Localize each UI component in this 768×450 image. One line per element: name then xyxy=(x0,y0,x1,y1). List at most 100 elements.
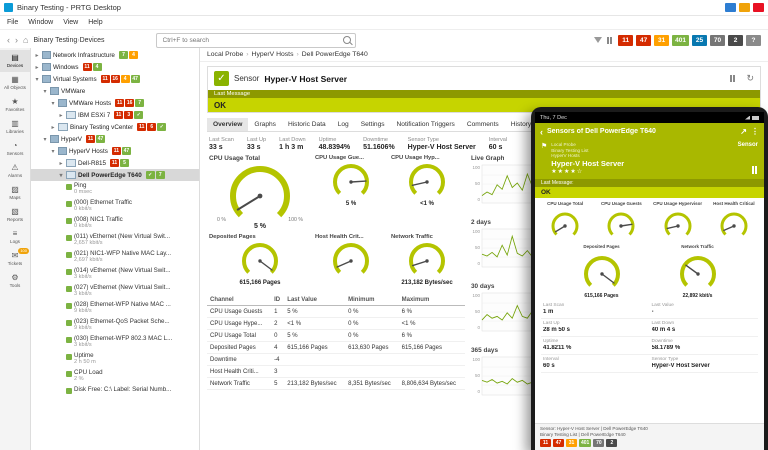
main-crumb-dell-poweredge-t640[interactable]: Dell PowerEdge T640 xyxy=(301,51,368,58)
phone-status-badge-47[interactable]: 47 xyxy=(553,439,564,447)
toolbar-status-badge-47[interactable]: 47 xyxy=(636,34,652,46)
expander-icon[interactable]: ▸ xyxy=(35,52,39,59)
tree-sensor-023-ethernet-qos-packet-sche[interactable]: (023) Ethernet-QoS Packet Sche... 9 kbit/… xyxy=(31,317,199,334)
tab-log[interactable]: Log xyxy=(337,121,349,128)
expander-icon[interactable]: ▸ xyxy=(59,112,63,119)
main-crumb-local-probe[interactable]: Local Probe xyxy=(207,51,244,58)
sidebar-item-devices[interactable]: ▤ Devices xyxy=(0,50,30,72)
tree-sensor-021-nic1-wfp-native-mac-lay[interactable]: (021) NIC1-WFP Native MAC Lay... 2,697 kb… xyxy=(31,249,199,266)
pause-sensor-button[interactable] xyxy=(729,75,736,82)
tree-device-dell-r815[interactable]: ▸ Dell-R815 11 5 xyxy=(31,157,199,169)
tree-sensor-000-ethernet-traffic[interactable]: (000) Ethernet Traffic 0 kbit/s xyxy=(31,198,199,215)
phone-back-button[interactable]: ‹ xyxy=(540,126,543,137)
tab-graphs[interactable]: Graphs xyxy=(254,121,276,128)
forward-button[interactable]: › xyxy=(15,35,18,45)
sidebar-item-alarms[interactable]: ⚠ Alarms xyxy=(0,160,30,182)
tab-comments[interactable]: Comments xyxy=(466,121,499,128)
tree-group-network-infrastructure[interactable]: ▸ Network Infrastructure 7 4 xyxy=(31,49,199,61)
expander-icon[interactable]: ▾ xyxy=(51,148,55,155)
menu-file[interactable]: File xyxy=(7,19,19,26)
sidebar-item-sensors[interactable]: ◔ Sensors xyxy=(0,138,30,160)
phone-status-badge-401[interactable]: 401 xyxy=(579,439,592,447)
menu-view[interactable]: View xyxy=(63,19,79,26)
back-button[interactable]: ‹ xyxy=(7,35,10,45)
tab-settings[interactable]: Settings xyxy=(360,121,385,128)
tab-notification-triggers[interactable]: Notification Triggers xyxy=(396,121,455,128)
tab-historic-data[interactable]: Historic Data xyxy=(287,121,326,128)
expander-icon[interactable]: ▾ xyxy=(43,136,47,143)
sidebar-item-libraries[interactable]: ▥ Libraries xyxy=(0,116,30,138)
tree-sensor-027-vethernet-new-virtual-swit[interactable]: (027) vEthernet (New Virtual Swit... 3 kb… xyxy=(31,283,199,300)
channel-row-deposited-pages[interactable]: Deposited Pages 4 615,166 Pages 613,630 Pag… xyxy=(207,341,465,354)
tree-group-hyperv[interactable]: ▾ HyperV 11 47 xyxy=(31,133,199,145)
toolbar-status-badge-11[interactable]: 11 xyxy=(618,34,634,46)
sidebar-item-tickets[interactable]: ✉ Tickets 100 xyxy=(0,248,30,270)
sidebar-item-maps[interactable]: ▨ Maps xyxy=(0,182,30,204)
tree-sensor-cpu-load[interactable]: CPU Load 2 % xyxy=(31,368,199,385)
main-crumb-hyperv-hosts[interactable]: HyperV Hosts xyxy=(251,51,294,58)
tree-group-vmware-hosts[interactable]: ▾ VMWare Hosts 11 16 7 xyxy=(31,97,199,109)
tree-sensor-008-nic1-traffic[interactable]: (008) NIC1 Traffic 0 kbit/s xyxy=(31,215,199,232)
tab-history[interactable]: History xyxy=(510,121,532,128)
window-close-button[interactable] xyxy=(753,3,764,12)
phone-status-badge-2[interactable]: 2 xyxy=(606,439,618,447)
toolbar-status-badge-401[interactable]: 401 xyxy=(672,34,689,46)
toolbar-status-badge-70[interactable]: 70 xyxy=(710,34,725,46)
expander-icon[interactable]: ▸ xyxy=(59,160,63,167)
tree-sensor-disk-free-c-label-serial-numb[interactable]: Disk Free: C:\ Label: Serial Numb... xyxy=(31,385,199,402)
help-button[interactable]: ? xyxy=(746,34,761,46)
tree-device-binary-testing-vcenter[interactable]: ▸ Binary Testing vCenter 11 6 ✓ xyxy=(31,121,199,133)
channel-row-host-health-criti[interactable]: Host Health Criti... 3 xyxy=(207,365,465,378)
phone-status-badge-11[interactable]: 11 xyxy=(540,439,551,447)
pause-icon[interactable] xyxy=(606,36,613,44)
search-box[interactable] xyxy=(155,32,356,48)
sidebar-item-reports[interactable]: ▧ Reports xyxy=(0,204,30,226)
refresh-button[interactable]: ↻ xyxy=(746,73,754,83)
channel-row-downtime[interactable]: Downtime -4 xyxy=(207,353,465,366)
phone-status-badge-31[interactable]: 31 xyxy=(566,439,577,447)
tree-group-hyperv-hosts[interactable]: ▾ HyperV Hosts 11 47 xyxy=(31,145,199,157)
phone-status-badge-70[interactable]: 70 xyxy=(593,439,605,447)
tree-sensor-030-ethernet-wfp-802-3-mac-l[interactable]: (030) Ethernet-WFP 802.3 MAC L... 3 kbit/… xyxy=(31,334,199,351)
toolbar-crumb-devices[interactable]: Devices xyxy=(79,36,105,44)
window-minimize-button[interactable] xyxy=(725,3,736,12)
tree-sensor-uptime[interactable]: Uptime 2 h 50 m xyxy=(31,351,199,368)
tree-sensor-ping[interactable]: Ping 0 msec xyxy=(31,181,199,198)
expander-icon[interactable]: ▾ xyxy=(43,88,47,95)
priority-stars[interactable]: ★★★★☆ xyxy=(551,168,584,175)
tree-group-virtual-systems[interactable]: ▾ Virtual Systems 11 16 4 47 xyxy=(31,73,199,85)
sidebar-item-favorites[interactable]: ★ Favorites xyxy=(0,94,30,116)
search-input[interactable] xyxy=(160,35,339,45)
sidebar-item-all-objects[interactable]: ▦ All Objects xyxy=(0,72,30,94)
tree-sensor-011-vethernet-new-virtual-swit[interactable]: (011) vEthernet (New Virtual Swit... 2,65… xyxy=(31,232,199,249)
tab-overview[interactable]: Overview xyxy=(207,118,249,131)
window-maximize-button[interactable] xyxy=(739,3,750,12)
expander-icon[interactable]: ▸ xyxy=(35,64,39,71)
filter-icon[interactable] xyxy=(593,37,602,43)
toolbar-crumb-binary-testing[interactable]: Binary Testing xyxy=(33,36,78,44)
tree-sensor-028-ethernet-wfp-native-mac[interactable]: (028) Ethernet-WFP Native MAC ... 9 kbit/… xyxy=(31,300,199,317)
tree-sensor-014-vethernet-new-virtual-swit[interactable]: (014) vEthernet (New Virtual Swit... 3 kb… xyxy=(31,266,199,283)
expander-icon[interactable]: ▾ xyxy=(51,100,55,107)
channel-row-cpu-usage-total[interactable]: CPU Usage Total 0 5 % 0 % 6 % xyxy=(207,329,465,342)
expander-icon[interactable]: ▾ xyxy=(35,76,39,83)
channel-row-network-traffic[interactable]: Network Traffic 5 213,182 Bytes/sec 8,351 B… xyxy=(207,377,465,390)
tree-device-ibm-esxi-7[interactable]: ▸ IBM ESXi 7 11 3 ✓ xyxy=(31,109,199,121)
toolbar-status-badge-25[interactable]: 25 xyxy=(692,34,707,46)
menu-help[interactable]: Help xyxy=(88,19,103,26)
toolbar-status-badge-2[interactable]: 2 xyxy=(728,34,743,46)
share-icon[interactable]: ↗ xyxy=(740,127,747,136)
channel-row-cpu-usage-guests[interactable]: CPU Usage Guests 1 5 % 0 % 6 % xyxy=(207,305,465,318)
tree-group-vmware[interactable]: ▾ VMWare xyxy=(31,85,199,97)
menu-window[interactable]: Window xyxy=(28,19,54,26)
tree-device-dell-poweredge-t640[interactable]: ▾ Dell PowerEdge T640 ✓ 7 xyxy=(31,169,199,181)
tree-group-windows[interactable]: ▸ Windows 11 4 xyxy=(31,61,199,73)
phone-pause-button[interactable] xyxy=(751,165,757,174)
toolbar-status-badge-31[interactable]: 31 xyxy=(654,34,670,46)
channel-row-cpu-usage-hype[interactable]: CPU Usage Hype... 2 <1 % 0 % <1 % xyxy=(207,317,465,330)
expander-icon[interactable]: ▾ xyxy=(59,172,63,179)
overflow-menu-icon[interactable]: ⋮ xyxy=(751,127,759,136)
expander-icon[interactable]: ▸ xyxy=(51,124,55,131)
home-icon[interactable]: ⌂ xyxy=(23,35,29,45)
sidebar-item-tools[interactable]: ⚙ Tools xyxy=(0,270,30,292)
